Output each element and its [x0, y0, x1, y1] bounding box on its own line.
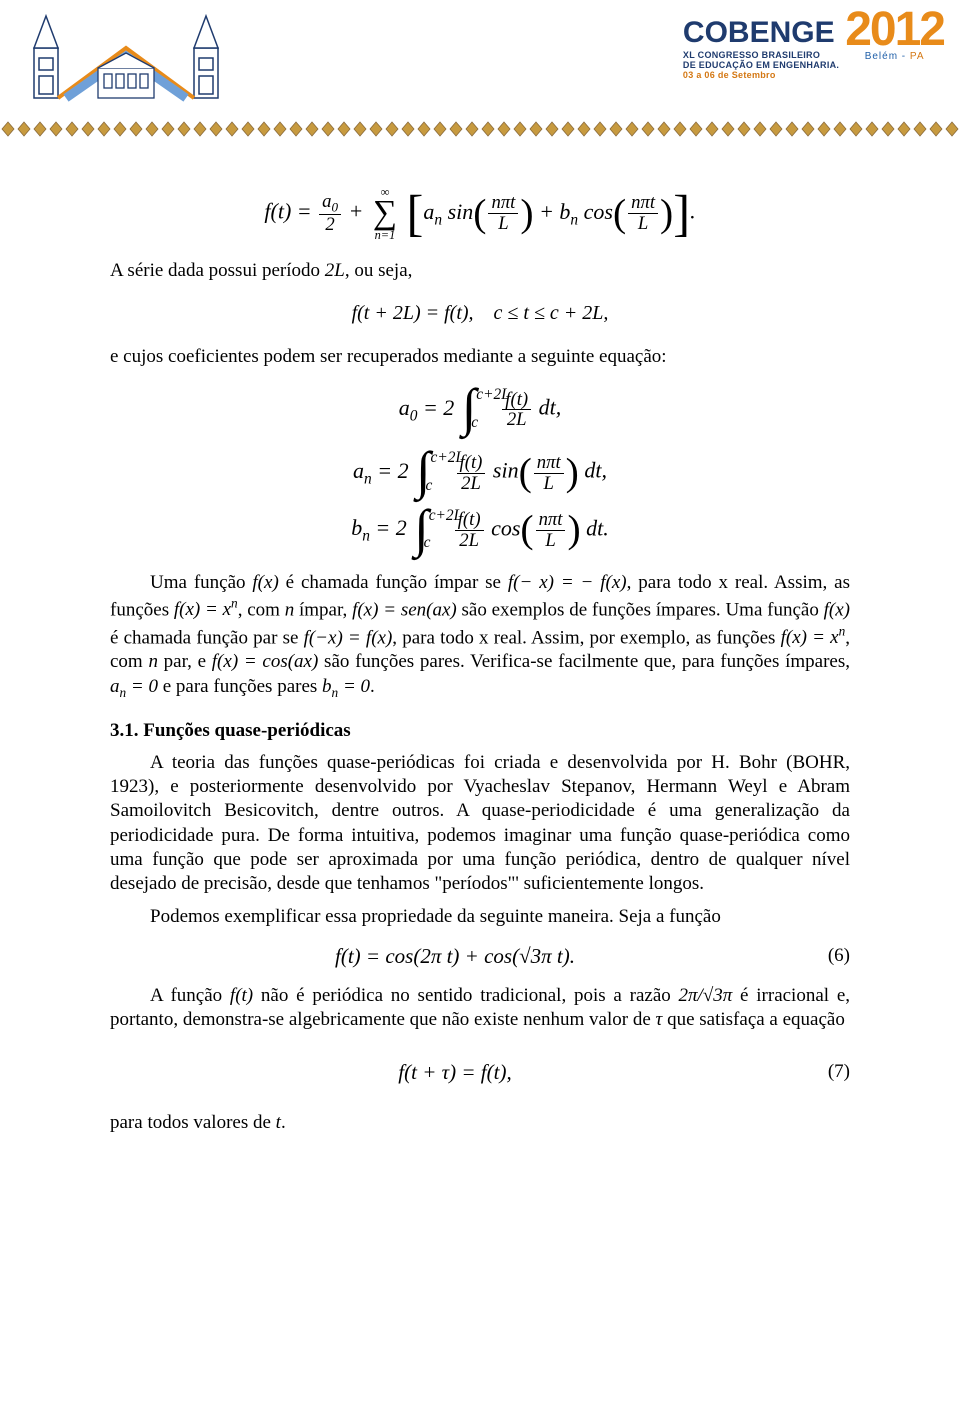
eq-a0: a0 = 2 c+2L∫c f(t)2L dt, — [110, 387, 850, 432]
year-text: 2012 — [845, 8, 944, 51]
eq-7: f(t + τ) = f(t), — [110, 1059, 800, 1086]
eq-7-number: (7) — [800, 1060, 850, 1084]
para-all-t: para todos valores de t. — [110, 1111, 850, 1135]
location-city: Belém - — [865, 51, 910, 62]
para-even-odd: Uma função f(x) é chamada função ímpar s… — [110, 571, 850, 701]
text: , ou seja, — [345, 260, 413, 281]
cobenge-dates: 03 a 06 de Setembro — [683, 70, 839, 80]
left-logo — [16, 8, 236, 103]
cobenge-subtitle-1: XL CONGRESSO BRASILEIRO — [683, 50, 839, 60]
para-irrational: A função f(t) não é periódica no sentido… — [110, 984, 850, 1033]
para-coef-intro: e cujos coeficientes podem ser recuperad… — [110, 345, 850, 369]
diamond-border — [0, 120, 960, 138]
para-period-intro: A série dada possui período 2L, ou seja, — [110, 259, 850, 283]
eq-period: f(t + 2L) = f(t), c ≤ t ≤ c + 2L, — [110, 301, 850, 327]
eq-6: f(t) = cos(2π t) + cos(√3π t). — [110, 943, 800, 970]
text: A série dada possui período — [110, 260, 325, 281]
year-block: 2012 Belém - PA — [845, 8, 944, 62]
eq-an: an = 2 c+2L∫c f(t)2L sin(nπtL) dt, — [110, 450, 850, 495]
page-header: COBENGE XL CONGRESSO BRASILEIRO DE EDUCA… — [0, 0, 960, 120]
cobenge-title: COBENGE — [683, 18, 839, 48]
eq-fourier-series: f(t) = a02 + ∞∑n=1 [an sin(nπtL) + bn co… — [110, 186, 850, 241]
eq-bn: bn = 2 c+2L∫c f(t)2L cos(nπtL) dt. — [110, 508, 850, 553]
section-3-1-heading: 3.1. Funções quase-periódicas — [110, 719, 850, 743]
eq-6-row: f(t) = cos(2π t) + cos(√3π t). (6) — [110, 943, 850, 970]
church-icon — [16, 8, 236, 103]
para-example-intro: Podemos exemplificar essa propriedade da… — [110, 905, 850, 929]
eq-6-number: (6) — [800, 944, 850, 968]
eq-7-row: f(t + τ) = f(t), (7) — [110, 1059, 850, 1086]
document-content: f(t) = a02 + ∞∑n=1 [an sin(nπtL) + bn co… — [0, 138, 960, 1184]
right-logo: COBENGE XL CONGRESSO BRASILEIRO DE EDUCA… — [683, 8, 944, 80]
location-state: PA — [910, 51, 925, 62]
para-quasi-intro: A teoria das funções quase-periódicas fo… — [110, 751, 850, 897]
inline-math: 2L — [325, 260, 345, 281]
cobenge-text-block: COBENGE XL CONGRESSO BRASILEIRO DE EDUCA… — [683, 18, 839, 80]
cobenge-subtitle-2: DE EDUCAÇÃO EM ENGENHARIA. — [683, 60, 839, 70]
